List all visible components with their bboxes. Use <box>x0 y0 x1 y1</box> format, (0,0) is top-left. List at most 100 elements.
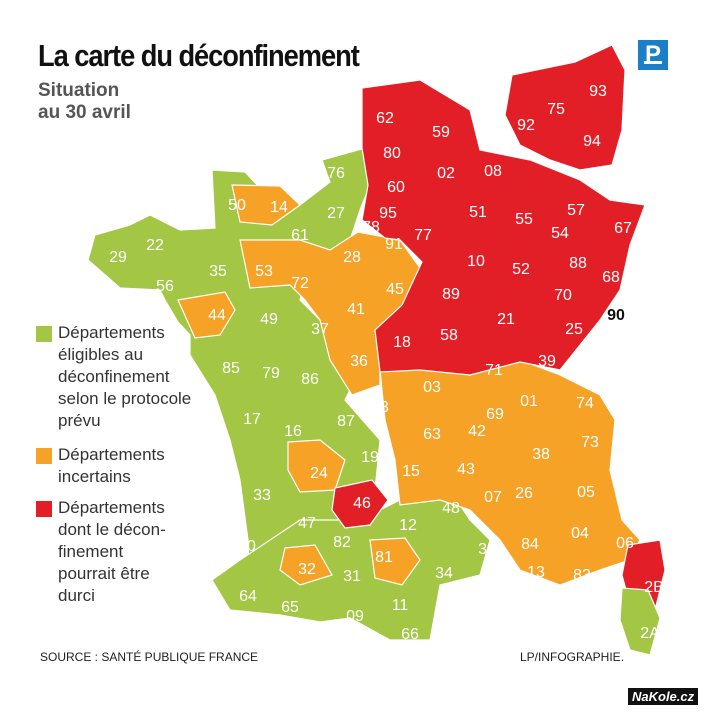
dept-label-45: 45 <box>386 281 404 298</box>
dept-label-39: 39 <box>538 353 556 370</box>
legend-swatch-orange <box>36 448 52 464</box>
dept-label-18: 18 <box>393 334 411 351</box>
dept-label-09: 09 <box>346 608 364 625</box>
dept-label-62: 62 <box>376 110 394 127</box>
dept-label-92: 92 <box>517 117 535 134</box>
dept-label-66: 66 <box>401 626 419 643</box>
legend-text-green: Départements éligibles au déconfinement se… <box>58 323 192 430</box>
region-green-12 <box>619 587 661 656</box>
dept-label-44: 44 <box>208 307 226 324</box>
dept-label-04: 04 <box>571 525 589 542</box>
dept-label-52: 52 <box>512 261 530 278</box>
dept-label-50: 50 <box>228 197 246 214</box>
department-labels: 76 50 27 61 29 22 35 56 49 85 79 86 17 16 87 23 19 33 47 40… <box>109 83 664 643</box>
source-note: SOURCE : SANTÉ PUBLIQUE FRANCE <box>40 650 259 664</box>
dept-label-12: 12 <box>399 517 417 534</box>
dept-label-49: 49 <box>260 311 278 328</box>
dept-label-94: 94 <box>583 133 601 150</box>
dept-label-10: 10 <box>467 253 485 270</box>
dept-label-58: 58 <box>440 327 458 344</box>
dept-label-56: 56 <box>156 278 174 295</box>
dept-label-70: 70 <box>554 287 572 304</box>
dept-label-21: 21 <box>497 311 515 328</box>
dept-label-67: 67 <box>614 220 632 237</box>
dept-label-75: 75 <box>547 101 565 118</box>
dept-label-48: 48 <box>442 500 460 517</box>
dept-label-27: 27 <box>327 205 345 222</box>
dept-label-47: 47 <box>298 515 316 532</box>
dept-label-37: 37 <box>311 321 329 338</box>
dept-label-33: 33 <box>253 487 271 504</box>
dept-label-16: 16 <box>284 423 302 440</box>
dept-label-17: 17 <box>243 411 261 428</box>
dept-label-83: 83 <box>573 567 591 584</box>
dept-label-28: 28 <box>343 249 361 266</box>
dept-label-25: 25 <box>565 321 583 338</box>
region-shapes <box>87 44 666 656</box>
dept-label-88: 88 <box>569 255 587 272</box>
legend-swatch-green <box>36 326 52 342</box>
region-orange-4 <box>177 291 236 339</box>
dept-label-86: 86 <box>301 371 319 388</box>
dept-label-13: 13 <box>527 564 545 581</box>
dept-label-69: 69 <box>486 406 504 423</box>
dept-label-57: 57 <box>567 202 585 219</box>
dept-label-19: 19 <box>361 449 379 466</box>
dept-label-90: 90 <box>607 307 625 324</box>
dept-label-60: 60 <box>387 179 405 196</box>
dept-label-05: 05 <box>577 484 595 501</box>
dept-label-65: 65 <box>281 599 299 616</box>
dept-label-80: 80 <box>383 145 401 162</box>
dept-label-91: 91 <box>385 236 403 253</box>
dept-label-74: 74 <box>576 395 594 412</box>
dept-label-34: 34 <box>435 565 453 582</box>
legend-swatch-red <box>36 501 52 517</box>
dept-label-36: 36 <box>350 353 368 370</box>
dept-label-55: 55 <box>515 211 533 228</box>
dept-label-81: 81 <box>375 549 393 566</box>
publisher-logo: P <box>638 40 668 70</box>
map-subtitle: Situation au 30 avril <box>38 80 198 124</box>
dept-label-59: 59 <box>432 124 450 141</box>
dept-label-32: 32 <box>298 561 316 578</box>
dept-label-84: 84 <box>521 536 539 553</box>
dept-label-54: 54 <box>551 225 569 242</box>
dept-label-89: 89 <box>442 286 460 303</box>
dept-label-30: 30 <box>478 541 496 558</box>
dept-label-26: 26 <box>515 485 533 502</box>
dept-label-08: 08 <box>484 163 502 180</box>
dept-label-43: 43 <box>457 461 475 478</box>
dept-label-24: 24 <box>310 465 328 482</box>
watermark: NaKole.cz <box>628 688 699 705</box>
region-red-10 <box>331 479 389 529</box>
region-orange-2 <box>231 184 301 226</box>
dept-label-71: 71 <box>485 362 503 379</box>
region-red-13 <box>504 44 626 171</box>
dept-label-2B: 2B <box>644 579 664 596</box>
dept-label-76: 76 <box>327 165 345 182</box>
credit-note: LP/INFOGRAPHIE. <box>520 650 625 664</box>
dept-label-38: 38 <box>532 446 550 463</box>
dept-label-07: 07 <box>484 489 502 506</box>
region-orange-8 <box>369 537 421 586</box>
legend-text-red: Départements dont le décon- finement pourr… <box>58 498 166 605</box>
dept-label-11: 11 <box>392 597 409 614</box>
region-red-9 <box>361 79 646 376</box>
dept-label-42: 42 <box>468 423 486 440</box>
dept-label-29: 29 <box>109 249 127 266</box>
dept-label-95: 95 <box>379 205 397 222</box>
subtitle-line-2: au 30 avril <box>38 102 131 123</box>
dept-label-14: 14 <box>270 199 288 216</box>
dept-label-15: 15 <box>402 463 420 480</box>
dept-label-41: 41 <box>347 301 365 318</box>
dept-label-87: 87 <box>337 413 355 430</box>
dept-label-68: 68 <box>602 269 620 286</box>
dept-label-51: 51 <box>469 204 487 221</box>
region-orange-7 <box>279 544 333 586</box>
dept-label-53: 53 <box>255 263 273 280</box>
dept-label-46: 46 <box>353 495 371 512</box>
dept-label-01: 01 <box>520 393 538 410</box>
dept-label-79: 79 <box>262 365 280 382</box>
legend-text-orange: Départements incertains <box>58 445 165 486</box>
